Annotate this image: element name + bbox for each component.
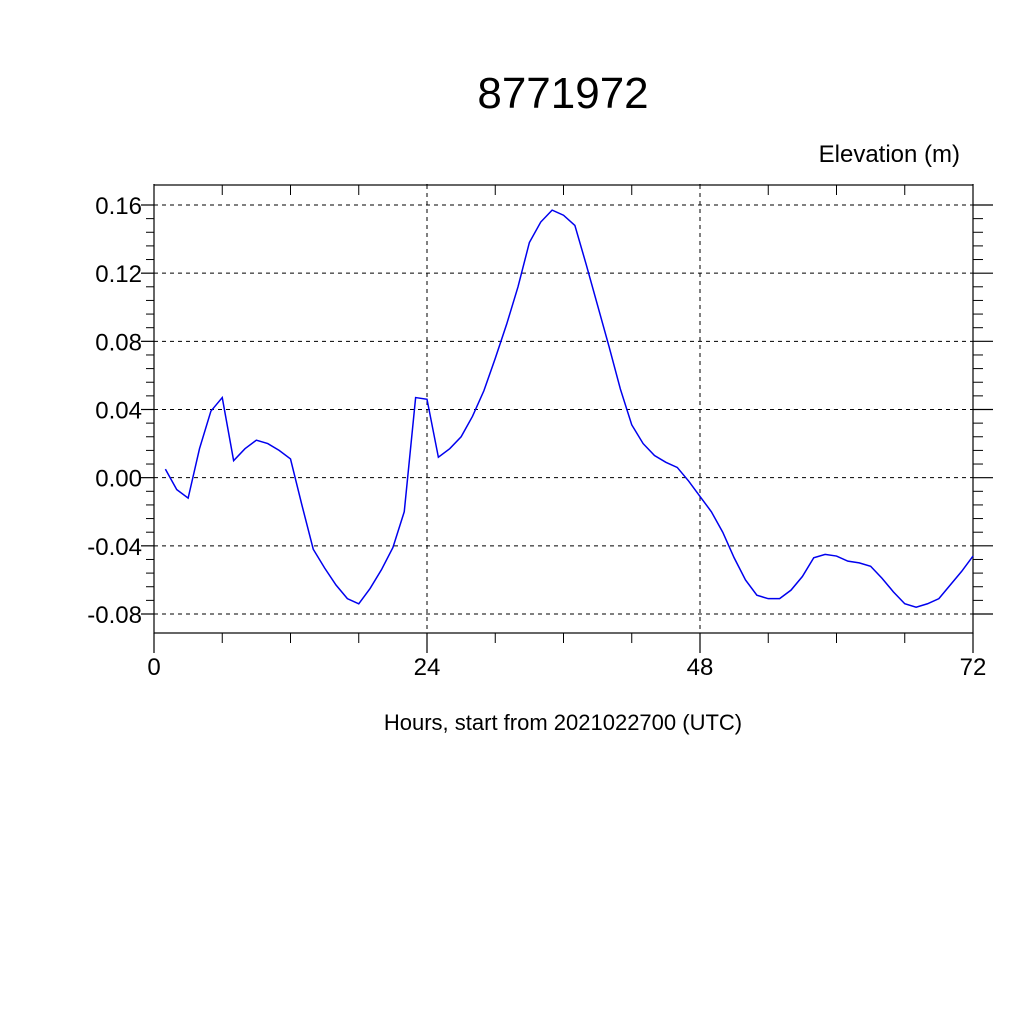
y-tick-label: 0.16 [95,193,142,220]
x-tick-labels: 0 24 48 72 [147,654,986,681]
chart-title: 8771972 [477,69,648,118]
x-tick-label: 72 [960,654,987,681]
series-line-elevation [164,209,974,608]
y-tick-label: 0.04 [95,398,142,425]
y-tick-label: 0.12 [95,261,142,288]
minor-ticks [146,185,983,643]
major-ticks [141,184,993,653]
x-tick-label: 24 [414,654,441,681]
y-tick-label: 0.08 [95,329,142,356]
x-axis-label: Hours, start from 2021022700 (UTC) [384,710,742,735]
y-tick-labels: -0.08 -0.04 0.00 0.04 0.08 0.12 0.16 [87,193,142,629]
x-tick-label: 48 [687,654,714,681]
plot-frame [153,184,974,634]
y-tick-label: -0.08 [87,602,142,629]
y-tick-label: -0.04 [87,534,142,561]
x-tick-label: 0 [147,654,160,681]
y-tick-label: 0.00 [95,466,142,493]
y-axis-label: Elevation (m) [819,141,960,168]
